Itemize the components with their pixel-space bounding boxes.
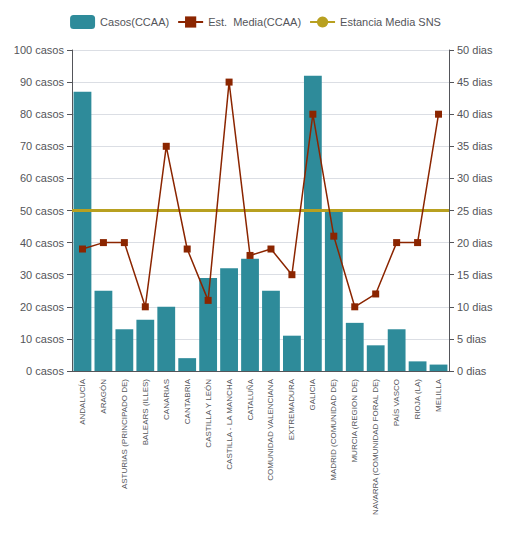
svg-text:ANDALUCÍA: ANDALUCÍA bbox=[78, 378, 87, 424]
svg-text:10 dias: 10 dias bbox=[457, 301, 493, 313]
svg-text:Casos(CCAA): Casos(CCAA) bbox=[100, 16, 169, 28]
svg-text:100 casos: 100 casos bbox=[14, 44, 65, 56]
svg-text:MADRID (COMUNIDAD DE): MADRID (COMUNIDAD DE) bbox=[329, 379, 338, 481]
svg-text:Estancia Media SNS: Estancia Media SNS bbox=[340, 16, 441, 28]
svg-text:CANTABRIA: CANTABRIA bbox=[183, 378, 192, 424]
svg-text:0 casos: 0 casos bbox=[26, 365, 64, 377]
svg-text:PAÍS VASCO: PAÍS VASCO bbox=[392, 379, 401, 426]
svg-text:Est. Media(CCAA): Est. Media(CCAA) bbox=[208, 16, 301, 28]
svg-text:CASTILLA Y LEÓN: CASTILLA Y LEÓN bbox=[204, 379, 213, 448]
svg-text:40 casos: 40 casos bbox=[20, 237, 65, 249]
svg-text:CATALUÑA: CATALUÑA bbox=[246, 378, 255, 420]
svg-text:5 dias: 5 dias bbox=[457, 333, 487, 345]
svg-text:ARAGÓN: ARAGÓN bbox=[99, 379, 108, 414]
svg-text:ASTURIAS (PRINCIPADO DE): ASTURIAS (PRINCIPADO DE) bbox=[120, 379, 129, 489]
svg-text:90 casos: 90 casos bbox=[20, 76, 65, 88]
svg-text:20 dias: 20 dias bbox=[457, 237, 493, 249]
svg-text:CANARIAS: CANARIAS bbox=[162, 379, 171, 420]
svg-text:15 dias: 15 dias bbox=[457, 269, 493, 281]
svg-text:COMUNIDAD VALENCIANA: COMUNIDAD VALENCIANA bbox=[266, 378, 275, 480]
svg-text:20 casos: 20 casos bbox=[20, 301, 65, 313]
svg-text:60 casos: 60 casos bbox=[20, 172, 65, 184]
svg-text:25 dias: 25 dias bbox=[457, 205, 493, 217]
svg-text:CASTILLA - LA MANCHA: CASTILLA - LA MANCHA bbox=[225, 378, 234, 469]
svg-text:GALICIA: GALICIA bbox=[308, 378, 317, 410]
svg-text:10 casos: 10 casos bbox=[20, 333, 65, 345]
svg-text:70 casos: 70 casos bbox=[20, 140, 65, 152]
svg-text:EXTREMADURA: EXTREMADURA bbox=[287, 378, 296, 440]
svg-text:NAVARRA (COMUNIDAD FORAL DE): NAVARRA (COMUNIDAD FORAL DE) bbox=[371, 379, 380, 515]
svg-text:80 casos: 80 casos bbox=[20, 108, 65, 120]
svg-text:40 dias: 40 dias bbox=[457, 108, 493, 120]
svg-text:BALEARS (ILLES): BALEARS (ILLES) bbox=[141, 379, 150, 446]
svg-text:30 dias: 30 dias bbox=[457, 172, 493, 184]
svg-text:30 casos: 30 casos bbox=[20, 269, 65, 281]
svg-text:35 dias: 35 dias bbox=[457, 140, 493, 152]
svg-text:MURCIA (REGION DE): MURCIA (REGION DE) bbox=[350, 379, 359, 463]
svg-text:0 dias: 0 dias bbox=[457, 365, 487, 377]
svg-text:50 casos: 50 casos bbox=[20, 205, 65, 217]
svg-text:RIOJA (LA): RIOJA (LA) bbox=[413, 379, 422, 420]
svg-text:MELILLA: MELILLA bbox=[434, 378, 443, 412]
svg-text:50 dias: 50 dias bbox=[457, 44, 493, 56]
svg-text:45 dias: 45 dias bbox=[457, 76, 493, 88]
